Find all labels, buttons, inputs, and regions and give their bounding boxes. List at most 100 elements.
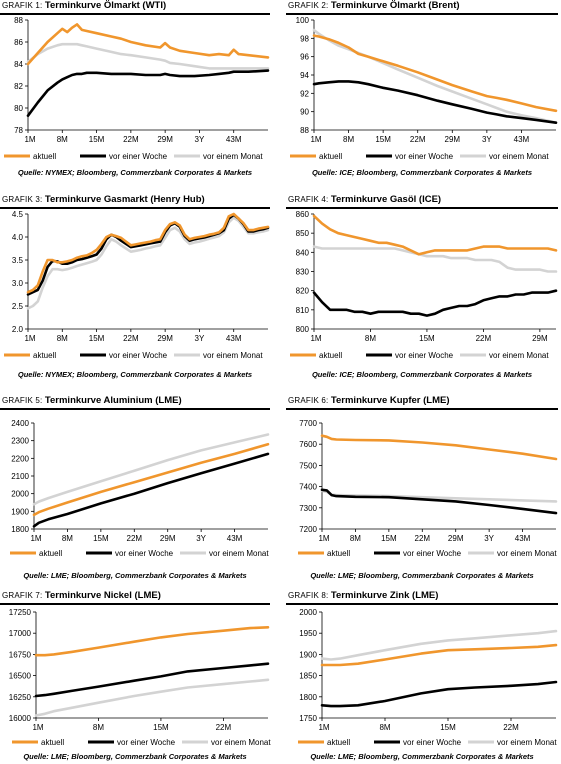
series-line-aktuell (32, 442, 270, 517)
y-tick-label: 92 (300, 89, 309, 98)
title-rule (286, 408, 558, 410)
x-tick-label: 1M (318, 534, 329, 543)
chart-panel-1: Grafik 1: Terminkurve Ölmarkt (WTI) 78 80 8… (0, 0, 270, 190)
chart-panel-3: Grafik 3: Terminkurve Gasmarkt (Henry Hu… (0, 194, 270, 389)
series-line-aktuell (320, 643, 558, 667)
series-line-monat (320, 629, 558, 661)
x-tick-label: 43M (514, 135, 530, 144)
legend-label-monat: vor einem Monat (209, 549, 269, 558)
x-tick-label: 1M (32, 723, 43, 732)
legend-label-monat: vor einem Monat (497, 549, 557, 558)
legend-label-monat: vor einem Monat (211, 738, 271, 747)
x-tick-label: 3Y (196, 534, 206, 543)
y-tick-label: 1800 (11, 525, 29, 534)
series-line-woche (26, 213, 270, 296)
title-rule (0, 603, 270, 605)
y-tick-label: 7700 (299, 419, 317, 428)
y-tick-label: 78 (14, 126, 23, 135)
line-chart: 2.0 2.5 3.0 3.5 4.0 4.5 1M 8M 15M 22M 29M 3Y 43M aktu… (4, 210, 270, 360)
chart-title: Grafik 5: Terminkurve Aluminium (LME) (2, 395, 182, 406)
x-tick-label: 43M (226, 135, 242, 144)
chart-panel-8: Grafik 8: Terminkurve Zink (LME) 1750 1800… (286, 590, 558, 764)
x-tick-label: 29M (160, 534, 176, 543)
title-rule (0, 207, 270, 209)
x-tick-label: 3Y (195, 334, 205, 343)
x-tick-label: 1M (24, 334, 35, 343)
chart-title-prefix: Grafik 5: (2, 396, 45, 405)
x-tick-label: 3Y (482, 135, 492, 144)
series-line-woche (320, 488, 558, 515)
y-tick-label: 2000 (299, 608, 317, 617)
x-tick-label: 8M (57, 135, 68, 144)
chart-source: Quelle: ICE; Bloomberg, Commerzbank Corp… (311, 370, 533, 379)
chart-title-prefix: Grafik 8: (288, 591, 331, 600)
legend-label-aktuell: aktuell (41, 738, 64, 747)
y-tick-label: 16500 (9, 672, 32, 681)
series-line-aktuell (26, 23, 270, 66)
line-chart: 88 90 92 94 96 98 100 1M 8M 15M 22M 29M 3Y 43M aktuell… (290, 16, 558, 161)
x-tick-label: 22M (503, 723, 519, 732)
chart-title-text: Terminkurve Ölmarkt (Brent) (330, 0, 460, 11)
series-line-monat (312, 245, 558, 273)
chart-title-text: Terminkurve Nickel (LME) (44, 590, 161, 601)
x-tick-label: 22M (410, 135, 426, 144)
x-tick-label: 43M (226, 334, 242, 343)
y-tick-label: 96 (300, 53, 309, 62)
x-tick-label: 8M (343, 135, 354, 144)
y-tick-label: 84 (14, 60, 23, 69)
series-line-woche (34, 662, 270, 698)
x-tick-label: 8M (350, 534, 361, 543)
title-rule (286, 13, 558, 15)
y-tick-label: 2300 (11, 437, 29, 446)
y-tick-label: 2100 (11, 472, 29, 481)
y-tick-label: 1950 (299, 629, 317, 638)
legend-label-woche: vor einer Woche (115, 549, 174, 558)
x-tick-label: 29M (448, 534, 464, 543)
y-tick-label: 17000 (9, 629, 32, 638)
chart-title-prefix: Grafik 6: (288, 396, 331, 405)
chart-source: Quelle: ICE; Bloomberg, Commerzbank Corp… (311, 168, 533, 177)
y-tick-label: 7300 (299, 504, 317, 513)
y-tick-label: 810 (296, 306, 310, 315)
series-line-aktuell (34, 625, 270, 657)
y-tick-label: 80 (14, 104, 23, 113)
chart-title-prefix: Grafik 1: (2, 1, 45, 10)
line-chart: 800 810 820 830 840 850 860 1M 8M 15M 22M 29M aktuel… (290, 210, 558, 360)
y-tick-label: 2.0 (12, 325, 24, 334)
chart-title: Grafik 7: Terminkurve Nickel (LME) (2, 590, 161, 601)
legend-label-aktuell: aktuell (319, 351, 342, 360)
y-tick-label: 7600 (299, 440, 317, 449)
legend-label-aktuell: aktuell (319, 152, 342, 161)
legend-label-woche: vor einer Woche (395, 152, 454, 161)
series-line-monat (26, 216, 270, 310)
series-line-aktuell (312, 34, 558, 113)
y-tick-label: 7200 (299, 525, 317, 534)
chart-panel-6: Grafik 6: Terminkurve Kupfer (LME) 7200 73… (286, 395, 558, 585)
x-tick-label: 8M (379, 723, 390, 732)
x-tick-label: 15M (381, 534, 397, 543)
y-tick-label: 830 (296, 268, 310, 277)
chart-panel-5: Grafik 5: Terminkurve Aluminium (LME) 180… (0, 395, 270, 585)
y-tick-label: 860 (296, 210, 310, 219)
y-tick-label: 17250 (9, 608, 32, 617)
y-tick-label: 88 (14, 16, 23, 25)
x-tick-label: 3Y (484, 534, 494, 543)
y-tick-label: 2200 (11, 454, 29, 463)
y-tick-label: 90 (300, 108, 309, 117)
x-tick-label: 22M (127, 534, 143, 543)
y-tick-label: 16250 (9, 693, 32, 702)
y-tick-label: 7500 (299, 461, 317, 470)
chart-title: Grafik 8: Terminkurve Zink (LME) (288, 590, 438, 601)
title-rule (286, 207, 558, 209)
y-tick-label: 82 (14, 82, 23, 91)
y-tick-label: 4.5 (12, 210, 24, 219)
series-line-monat (312, 28, 558, 124)
x-tick-label: 22M (415, 534, 431, 543)
x-tick-label: 22M (216, 723, 232, 732)
series-line-aktuell (312, 214, 558, 256)
x-tick-label: 1M (30, 534, 41, 543)
legend-label-monat: vor einem Monat (497, 738, 557, 747)
y-tick-label: 1750 (299, 714, 317, 723)
series-line-monat (34, 678, 270, 717)
line-chart: 1800 1900 2000 2100 2200 2300 2400 1M 8M 15M 22M 29… (10, 419, 270, 558)
